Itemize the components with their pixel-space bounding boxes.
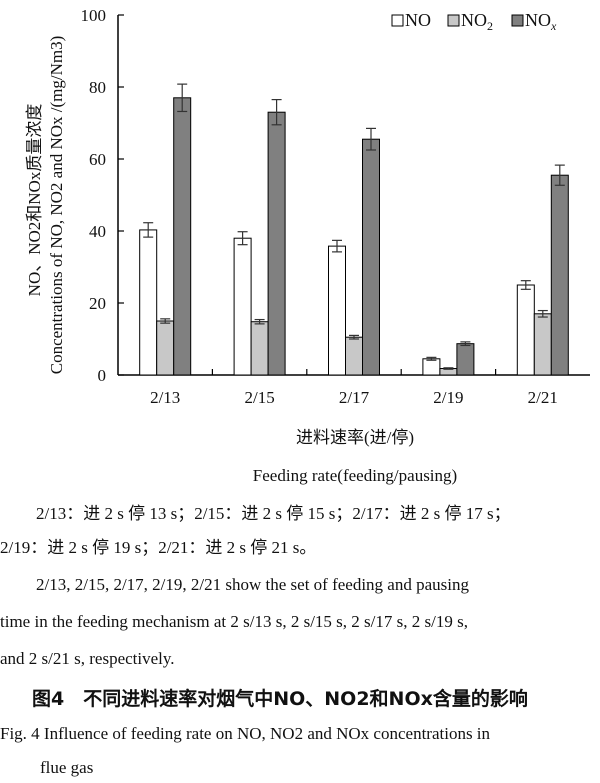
figure-caption-en-line1: Fig. 4 Influence of feeding rate on NO, … — [0, 724, 491, 743]
note-en-line3: and 2 s/21 s, respectively. — [0, 649, 175, 668]
note-en-line2: time in the feeding mechanism at 2 s/13 … — [0, 612, 468, 631]
bar-NO-2/21 — [516, 284, 535, 376]
y-axis-label-en: Concentrations of NO, NO2 and NOx /(mg/N… — [47, 36, 66, 375]
note-cn-line2: 2/19：进 2 s 停 19 s；2/21：进 2 s 停 21 s。 — [0, 538, 317, 557]
x-tick-label: 2/13 — [150, 388, 180, 407]
legend-swatch-NO2 — [447, 14, 460, 27]
x-axis-label-cn: 进料速率(进/停) — [296, 428, 414, 447]
y-tick-label: 40 — [89, 222, 106, 241]
legend-label-NOx: NOx — [525, 10, 557, 33]
y-tick-label: 0 — [98, 366, 107, 385]
figure-caption-cn: 图4 不同进料速率对烟气中NO、NO2和NOx含量的影响 — [32, 688, 528, 710]
bar-NO-2/19 — [422, 358, 441, 376]
bar-NO2-2/13 — [156, 320, 175, 376]
bar-NO-2/17 — [328, 245, 346, 376]
note-en-line1: 2/13, 2/15, 2/17, 2/19, 2/21 show the se… — [36, 575, 469, 594]
x-tick-label: 2/19 — [433, 388, 463, 407]
bar-NOx-2/17 — [362, 138, 380, 376]
bar-NO2-2/17 — [345, 336, 363, 376]
bar-NOx-2/15 — [267, 111, 286, 376]
x-tick-label: 2/17 — [339, 388, 370, 407]
legend-label-NO2: NO2 — [461, 10, 493, 33]
legend-swatch-NOx — [511, 14, 524, 27]
y-tick-label: 80 — [89, 78, 106, 97]
bar-chart: 0 20 40 60 80 100 2/13 2/15 2/17 2/19 2/21 NO NO2 NOx… — [25, 6, 590, 485]
bar-NO2-2/15 — [250, 321, 269, 376]
figure-caption-en-line2: flue gas — [40, 758, 94, 777]
bar-NO2-2/21 — [533, 313, 552, 376]
x-axis-label-en: Feeding rate(feeding/pausing) — [253, 466, 457, 485]
x-tick-label: 2/15 — [244, 388, 274, 407]
bar-NOx-2/21 — [550, 174, 569, 376]
y-tick-label: 100 — [81, 6, 107, 25]
bar-NO-2/15 — [233, 237, 252, 376]
y-axis-label-cn: NO、NO2和NOx质量浓度 — [25, 104, 44, 297]
legend-label-NO: NO — [405, 10, 431, 30]
x-tick-label: 2/21 — [528, 388, 558, 407]
legend-swatch-NO — [391, 14, 404, 27]
y-tick-label: 20 — [89, 294, 106, 313]
bar-NOx-2/19 — [456, 343, 475, 376]
y-tick-label: 60 — [89, 150, 106, 169]
bar-NOx-2/13 — [173, 97, 192, 376]
note-cn-line1: 2/13：进 2 s 停 13 s；2/15：进 2 s 停 15 s；2/17… — [36, 504, 511, 523]
bar-NO-2/13 — [139, 229, 158, 376]
